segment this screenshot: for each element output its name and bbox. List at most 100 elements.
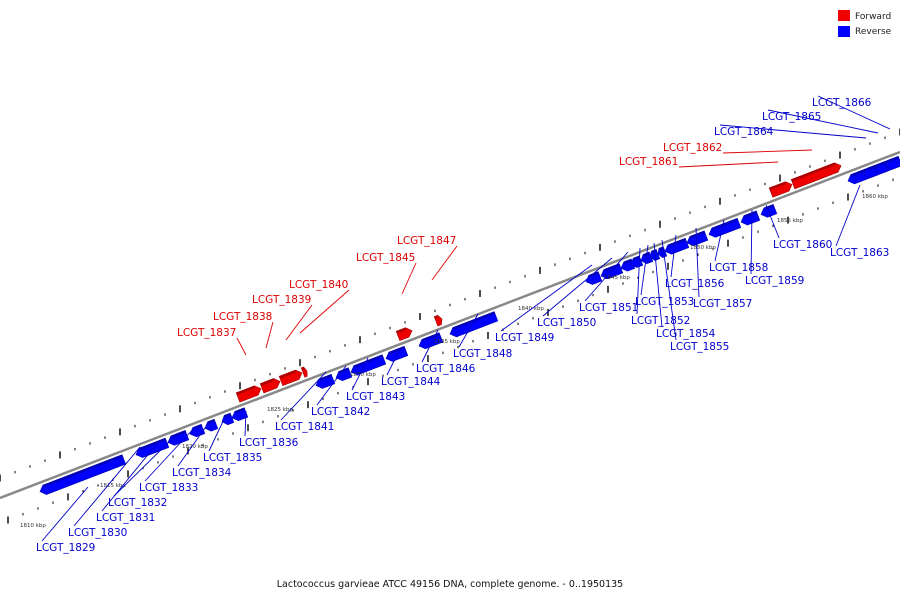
kbp-label: 1810 kbp xyxy=(20,523,46,529)
leader-line-lcgt_1845 xyxy=(401,262,417,295)
gene-label-lcgt_1847[interactable]: LCGT_1847 xyxy=(397,235,456,247)
leader-line-lcgt_1837 xyxy=(236,337,247,356)
gene-label-lcgt_1851[interactable]: LCGT_1851 xyxy=(579,302,638,314)
gene-label-lcgt_1829[interactable]: LCGT_1829 xyxy=(36,542,95,554)
gene-label-lcgt_1839[interactable]: LCGT_1839 xyxy=(252,294,311,306)
legend-forward-swatch xyxy=(838,10,850,21)
gene-label-lcgt_1866[interactable]: LCGT_1866 xyxy=(812,97,872,109)
gene-arrow-shade xyxy=(651,249,658,254)
gene-arrow-lcgt_1836[interactable] xyxy=(230,407,249,423)
gene-label-lcgt_1852[interactable]: LCGT_1852 xyxy=(631,315,690,327)
gene-arrow-lcgt_1838[interactable] xyxy=(259,377,282,394)
gene-label-lcgt_1848[interactable]: LCGT_1848 xyxy=(453,348,512,360)
leader-line-lcgt_1835 xyxy=(208,414,227,452)
gene-arrow-lcgt_1834[interactable] xyxy=(203,418,219,433)
gene-label-lcgt_1857[interactable]: LCGT_1857 xyxy=(693,298,752,310)
gene-arrow-lcgt_1857[interactable] xyxy=(685,230,709,248)
gene-label-lcgt_1855[interactable]: LCGT_1855 xyxy=(670,341,729,353)
gene-label-lcgt_1861[interactable]: LCGT_1861 xyxy=(619,156,678,168)
gene-leader-lines xyxy=(41,95,891,542)
leader-line-lcgt_1842 xyxy=(316,365,347,406)
gene-arrow-lcgt_1864[interactable] xyxy=(862,165,879,180)
gene-label-lcgt_1836[interactable]: LCGT_1836 xyxy=(239,437,299,449)
gene-label-lcgt_1833[interactable]: LCGT_1833 xyxy=(139,482,198,494)
gene-arrow-lcgt_1860[interactable] xyxy=(759,204,778,219)
gene-label-lcgt_1845[interactable]: LCGT_1845 xyxy=(356,252,415,264)
gene-arrow-lcgt_1858[interactable] xyxy=(707,217,742,239)
gene-label-lcgt_1859[interactable]: LCGT_1859 xyxy=(745,275,804,287)
gene-label-lcgt_1850[interactable]: LCGT_1850 xyxy=(537,317,596,329)
leader-line-lcgt_1851 xyxy=(584,251,629,302)
gene-arrow-lcgt_1839[interactable] xyxy=(278,368,304,387)
gene-arrow-body xyxy=(768,181,793,198)
kbp-label: 1845 kbp xyxy=(604,275,630,281)
leader-line-lcgt_1848 xyxy=(458,313,479,348)
gene-arrow-lcgt_1862[interactable] xyxy=(790,161,843,190)
gene-arrow-lcgt_1866[interactable] xyxy=(884,155,900,171)
gene-label-lcgt_1832[interactable]: LCGT_1832 xyxy=(108,497,167,509)
gene-arrow-shade xyxy=(850,156,900,177)
gene-label-lcgt_1840[interactable]: LCGT_1840 xyxy=(289,279,348,291)
leader-line-lcgt_1857 xyxy=(695,227,700,298)
gene-label-lcgt_1844[interactable]: LCGT_1844 xyxy=(381,376,441,388)
gene-arrow-shade xyxy=(711,218,739,231)
gene-arrow-lcgt_1830[interactable] xyxy=(118,454,127,466)
gene-label-lcgt_1853[interactable]: LCGT_1853 xyxy=(635,296,694,308)
gene-label-lcgt_1834[interactable]: LCGT_1834 xyxy=(172,467,232,479)
gene-arrow-lcgt_1856[interactable] xyxy=(663,237,690,256)
gene-arrow-lcgt_1861[interactable] xyxy=(768,180,794,198)
leader-line-lcgt_1864 xyxy=(719,124,867,139)
kbp-label: 1820 kbp xyxy=(182,444,208,450)
gene-label-lcgt_1862[interactable]: LCGT_1862 xyxy=(663,142,722,154)
gene-label-lcgt_1846[interactable]: LCGT_1846 xyxy=(416,363,476,375)
gene-label-lcgt_1842[interactable]: LCGT_1842 xyxy=(311,406,370,418)
gene-label-lcgt_1838[interactable]: LCGT_1838 xyxy=(213,311,272,323)
gene-arrow-shade xyxy=(318,374,333,382)
gene-label-lcgt_1830[interactable]: LCGT_1830 xyxy=(68,527,127,539)
gene-label-lcgt_1858[interactable]: LCGT_1858 xyxy=(709,262,768,274)
gene-arrow-lcgt_1843[interactable] xyxy=(349,354,387,377)
gene-label-lcgt_1863[interactable]: LCGT_1863 xyxy=(830,247,889,259)
gene-arrow-shade xyxy=(236,385,256,396)
gene-arrow-shade xyxy=(388,346,406,355)
gene-arrow-lcgt_1845[interactable] xyxy=(395,326,414,342)
gene-label-lcgt_1849[interactable]: LCGT_1849 xyxy=(495,332,554,344)
gene-label-lcgt_1837[interactable]: LCGT_1837 xyxy=(177,327,236,339)
leader-line-lcgt_1860 xyxy=(765,204,780,239)
gene-arrow-lcgt_1835[interactable] xyxy=(220,412,235,426)
gene-arrow-lcgt_1844[interactable] xyxy=(384,345,409,363)
gene-label-lcgt_1831[interactable]: LCGT_1831 xyxy=(96,512,155,524)
gene-label-lcgt_1841[interactable]: LCGT_1841 xyxy=(275,421,334,433)
gene-arrow-lcgt_1837[interactable] xyxy=(235,384,263,403)
gene-arrow-lcgt_1831[interactable] xyxy=(134,437,170,459)
gene-arrow-shade xyxy=(791,162,836,182)
gene-label-lcgt_1864[interactable]: LCGT_1864 xyxy=(714,126,774,138)
gene-label-lcgt_1865[interactable]: LCGT_1865 xyxy=(762,111,821,123)
kbp-label: 1830 kbp xyxy=(350,372,376,378)
gene-arrow-body xyxy=(350,354,387,376)
gene-arrow-shade xyxy=(667,238,687,248)
gene-label-lcgt_1835[interactable]: LCGT_1835 xyxy=(203,452,262,464)
leader-line-lcgt_1855 xyxy=(661,239,677,341)
gene-label-lcgt_1843[interactable]: LCGT_1843 xyxy=(346,391,405,403)
gene-arrow-lcgt_1859[interactable] xyxy=(739,210,761,227)
gene-arrow-shade xyxy=(301,366,305,371)
kbp-label: 1825 kbp xyxy=(267,407,293,413)
gene-arrow-body xyxy=(664,237,690,255)
gene-arrow-lcgt_1849[interactable] xyxy=(584,271,603,287)
gene-arrow-lcgt_1840[interactable] xyxy=(300,366,309,378)
leader-line-lcgt_1865 xyxy=(767,109,879,134)
gene-arrow-lcgt_1851[interactable] xyxy=(619,258,636,273)
gene-arrow-lcgt_1865[interactable] xyxy=(874,161,889,175)
gene-arrow-lcgt_1841[interactable] xyxy=(314,373,336,390)
gene-arrow-body xyxy=(385,345,409,362)
gene-label-lcgt_1856[interactable]: LCGT_1856 xyxy=(665,278,725,290)
kbp-label: 1850 kbp xyxy=(690,245,716,251)
gene-arrow-lcgt_1829[interactable] xyxy=(38,455,124,496)
gene-arrows xyxy=(38,155,900,496)
gene-label-lcgt_1854[interactable]: LCGT_1854 xyxy=(656,328,716,340)
gene-arrow-lcgt_1847[interactable] xyxy=(433,314,444,327)
gene-arrow-shade xyxy=(623,258,633,265)
gene-label-lcgt_1860[interactable]: LCGT_1860 xyxy=(773,239,832,251)
